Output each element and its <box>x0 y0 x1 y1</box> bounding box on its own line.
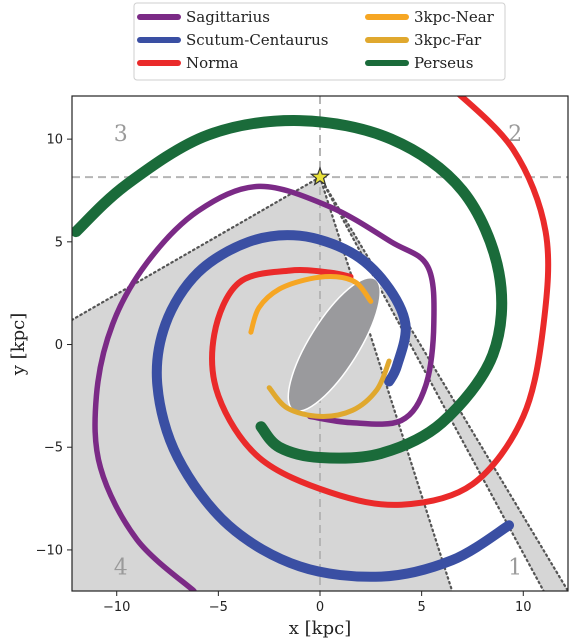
legend-label-3kpc-far: 3kpc-Far <box>414 31 482 49</box>
series-norma <box>209 96 552 508</box>
y-tick-label: 10 <box>46 133 63 148</box>
x-tick-label: 5 <box>417 600 425 615</box>
legend-label-perseus: Perseus <box>414 54 473 72</box>
y-axis-label: y [kpc] <box>8 313 29 376</box>
y-tick-label: −5 <box>44 441 63 456</box>
quadrant-label-1: 1 <box>508 555 522 580</box>
plot-area: 1 2 3 4 <box>71 95 569 592</box>
y-tick-label: 0 <box>55 338 63 353</box>
quadrant-label-2: 2 <box>508 122 522 147</box>
x-tick-label: −10 <box>103 600 130 615</box>
quadrant-label-3: 3 <box>114 122 128 147</box>
legend-label-scutum-centaurus: Scutum-Centaurus <box>186 31 329 49</box>
series-3kpc-far <box>266 358 392 419</box>
x-tick-label: 10 <box>515 600 532 615</box>
shaded-wedge-1 <box>72 177 453 591</box>
y-tick-label: 5 <box>55 235 63 250</box>
y-tick-label: −10 <box>36 543 63 558</box>
sun-star-marker <box>309 166 331 186</box>
legend-label-3kpc-near: 3kpc-Near <box>414 8 495 26</box>
x-tick-label: −5 <box>209 600 228 615</box>
x-tick-label: 0 <box>316 600 324 615</box>
dotted-boundary-4 <box>318 176 568 591</box>
legend-label-sagittarius: Sagittarius <box>186 8 270 26</box>
legend-label-norma: Norma <box>186 54 239 72</box>
series-3kpc-near <box>248 273 374 335</box>
quadrant-label-4: 4 <box>114 555 128 580</box>
legend: Sagittarius 3kpc-Near Scutum-Centaurus 3kpc… <box>133 2 506 81</box>
series-scutum-centaurus <box>151 230 514 582</box>
legend-box <box>133 2 506 81</box>
series-perseus <box>72 115 508 464</box>
x-axis-label: x [kpc] <box>289 618 351 639</box>
series-sagittarius <box>92 183 437 591</box>
